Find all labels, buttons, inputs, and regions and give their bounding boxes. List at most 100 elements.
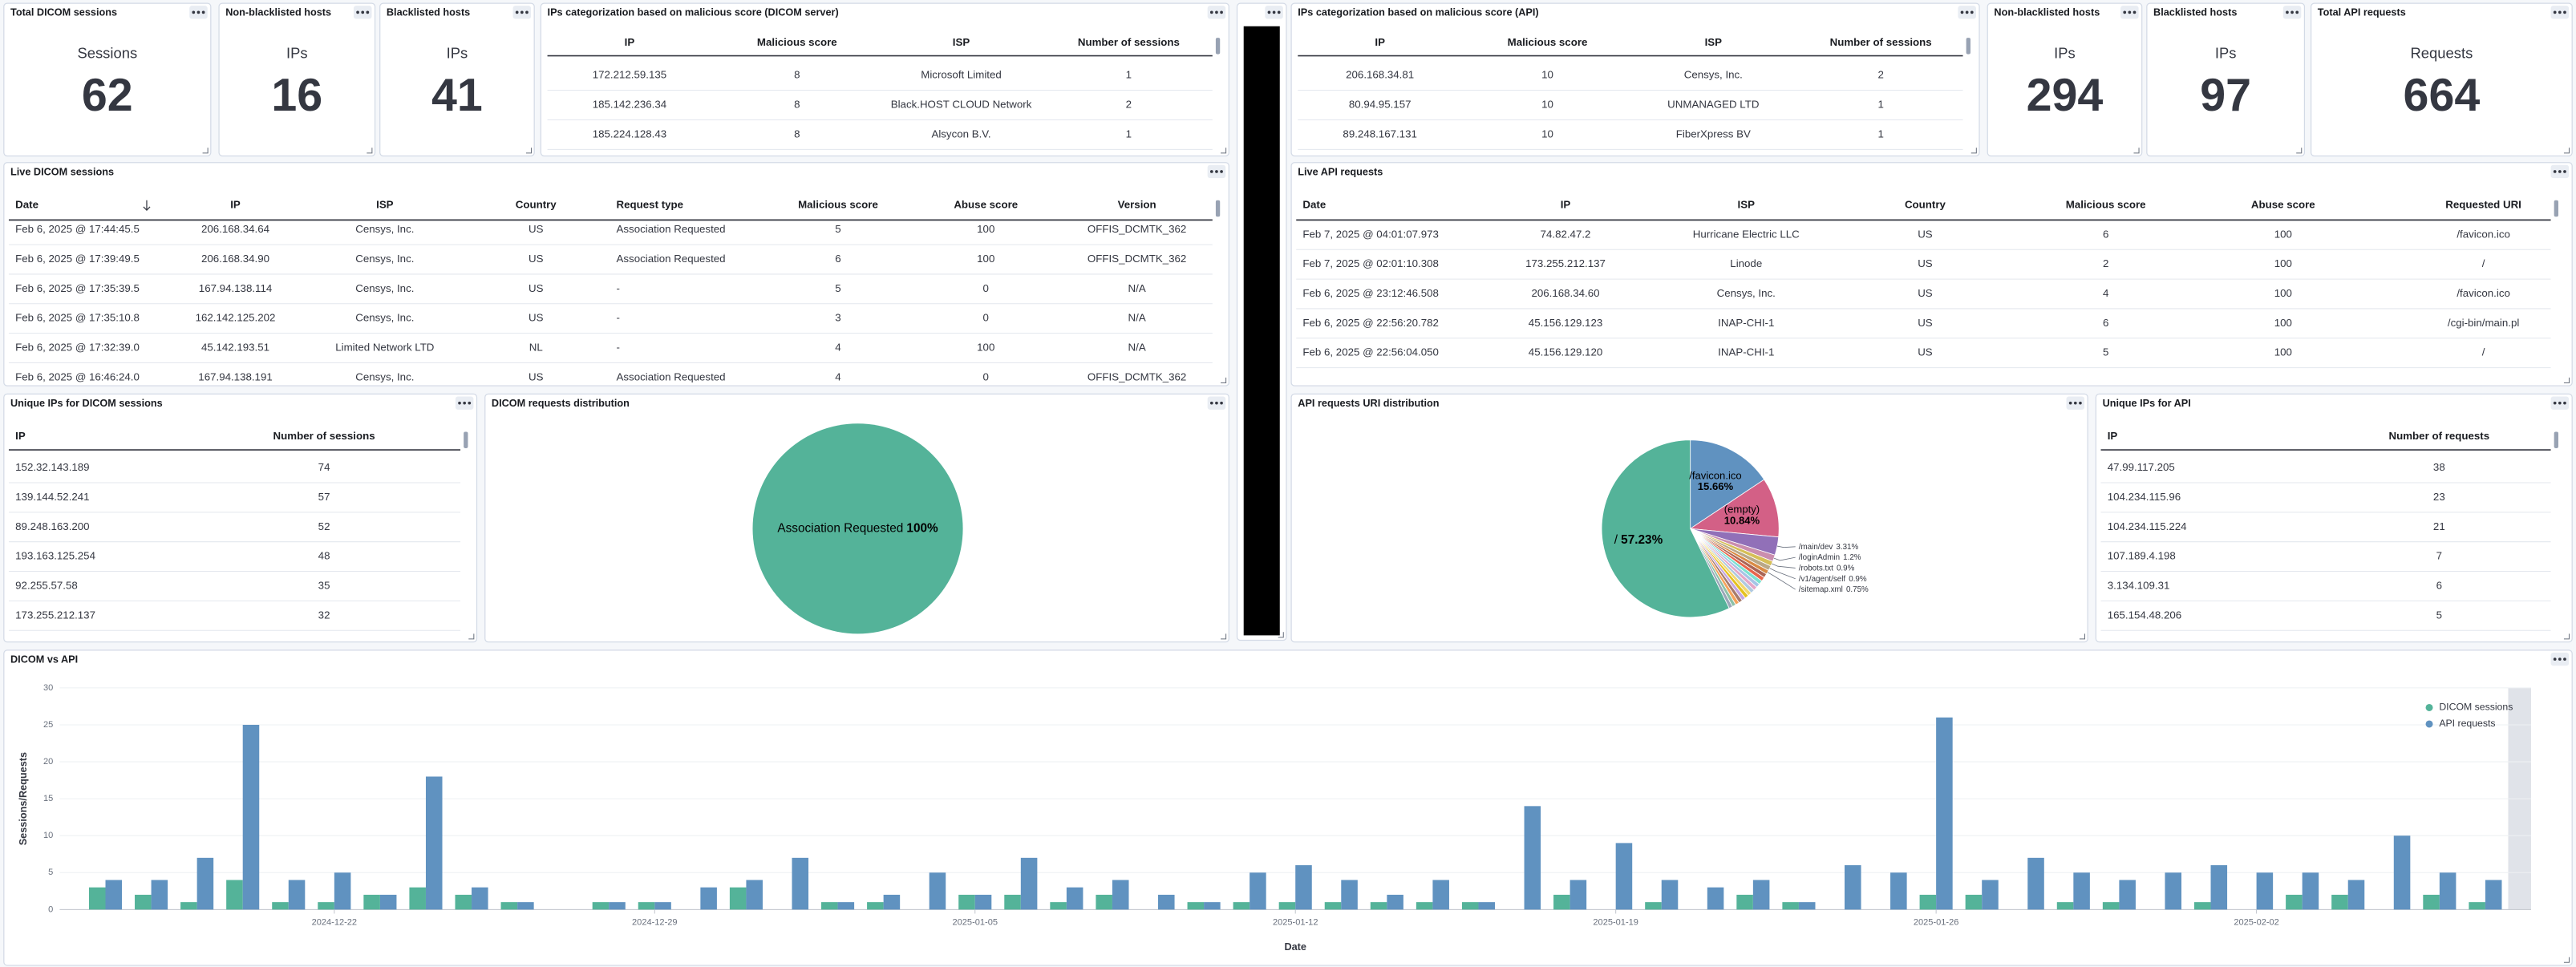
table-cell: 100 [977, 253, 994, 265]
scrollbar[interactable] [464, 431, 468, 448]
panel: IPs categorization based on malicious sc… [1290, 2, 1980, 157]
scrollbar[interactable] [2554, 200, 2558, 217]
panel-menu[interactable] [1958, 6, 1976, 19]
panel: Live API requests Date IP ISP Country Malicio… [1290, 162, 2573, 386]
panel-menu[interactable] [2550, 164, 2570, 179]
table-cell: Black.HOST CLOUD Network [891, 99, 1032, 111]
column-header: Malicious score [757, 36, 837, 48]
table-cell: 10 [1541, 69, 1553, 81]
panel-menu[interactable] [1265, 6, 1283, 19]
bar [226, 880, 243, 910]
bar [1965, 894, 1983, 910]
table-cell: Censys, Inc. [1717, 287, 1776, 299]
table-cell: 1 [1126, 69, 1132, 81]
x-tick-label: 2024-12-29 [632, 918, 678, 928]
table-cell: 4 [835, 370, 840, 382]
table-cell: 5 [835, 223, 840, 235]
table-cell: 4 [2103, 287, 2108, 299]
bar [2347, 880, 2365, 910]
panel-menu[interactable] [2550, 6, 2570, 19]
legend-item[interactable]: API requests [2425, 718, 2496, 729]
x-tick-label: 2025-01-26 [1914, 918, 1959, 928]
table-cell: 92.255.57.58 [15, 579, 78, 591]
panel-menu[interactable] [2066, 396, 2085, 410]
bar [1890, 872, 1907, 910]
menu-dot [356, 10, 359, 14]
table-cell: 5 [835, 282, 840, 294]
bar [105, 880, 123, 910]
table-cell: 167.94.138.191 [198, 370, 272, 382]
bar [196, 857, 214, 910]
column-header: Malicious score [1508, 36, 1588, 48]
x-tick-label: 2025-01-05 [952, 918, 998, 928]
table-cell: Feb 6, 2025 @ 17:39:49.5 [15, 253, 140, 265]
bar [500, 902, 518, 910]
legend-item[interactable]: DICOM sessions [2425, 702, 2513, 713]
pie-slice [1601, 439, 1730, 618]
scrollbar[interactable] [1215, 200, 1221, 217]
table-cell: Censys, Inc. [355, 253, 414, 265]
panel: Live DICOM sessions Date IP ISP Country Reque… [3, 162, 1229, 386]
table-cell: 74 [318, 461, 330, 473]
resize-handle [1221, 633, 1227, 640]
table-cell: 2 [2103, 257, 2108, 269]
table-cell: US [1918, 287, 1933, 299]
panel-menu[interactable] [1207, 164, 1226, 179]
table-body: 47.99.117.205 38 104.234.115.96 23 104.234.1… [2100, 461, 2551, 631]
panel-frame [1290, 162, 2573, 386]
table-cell: 165.154.48.206 [2108, 609, 2181, 621]
table-cell: US [529, 223, 544, 235]
bar [1919, 894, 1937, 910]
panel-title: IPs categorization based on malicious sc… [1298, 7, 1538, 18]
menu-dot [201, 10, 205, 14]
table-cell: US [1918, 228, 1933, 240]
panel-menu[interactable] [189, 6, 208, 19]
table-cell: 206.168.34.64 [201, 223, 269, 235]
table-cell: N/A [1128, 342, 1146, 354]
pie-label: (empty) 10.84% [1724, 504, 1760, 527]
panel-menu[interactable] [2550, 396, 2570, 410]
panel-menu[interactable] [512, 6, 532, 19]
panel-menu[interactable] [455, 396, 474, 410]
table-cell: 74.82.47.2 [1541, 228, 1591, 240]
table-cell: Censys, Inc. [355, 312, 414, 324]
scrollbar[interactable] [1966, 38, 1970, 55]
panel: Blacklisted hosts IPs 97 [2146, 2, 2306, 157]
table-cell: 8 [794, 99, 800, 111]
panel-menu[interactable] [1207, 396, 1226, 410]
table-cell: 173.255.212.137 [15, 609, 95, 621]
panel-menu[interactable] [1207, 6, 1226, 19]
bar [1569, 880, 1587, 910]
table-cell: 45.156.129.120 [1529, 346, 1602, 358]
metric-label: IPs [2215, 44, 2237, 61]
scrollbar[interactable] [2554, 431, 2558, 448]
bar [2102, 902, 2120, 910]
scrollbar[interactable] [1215, 38, 1221, 55]
bar [2423, 894, 2440, 910]
pie-label-category: (empty) [1724, 504, 1760, 516]
resize-handle [1970, 148, 1977, 154]
bar [1782, 902, 1799, 910]
table-cell: Alsycon B.V. [931, 127, 990, 140]
panel-menu[interactable] [2120, 6, 2139, 19]
table-cell: /favicon.ico [2457, 228, 2510, 240]
metric-value: 62 [82, 70, 133, 121]
pie-label: /57.23% [1614, 533, 1663, 547]
metric-value: 41 [431, 70, 483, 121]
column-header: Malicious score [2066, 198, 2146, 210]
panel-menu[interactable] [2550, 652, 2570, 666]
panel-menu[interactable] [353, 6, 372, 19]
leader-line [1776, 545, 1796, 548]
panel: Non-blacklisted hosts IPs 16 [218, 2, 376, 157]
pie-label-value: 3.31% [1836, 542, 1858, 551]
table-cell: Hurricane Electric LLC [1693, 228, 1800, 240]
table-cell: US [1918, 257, 1933, 269]
bar [1416, 902, 1433, 910]
panel: DICOM requests distribution Association R… [484, 393, 1229, 643]
column-header: Country [516, 198, 557, 210]
panel-menu[interactable] [2282, 6, 2302, 19]
table-cell: 167.94.138.114 [199, 282, 272, 294]
panel-title: IPs categorization based on malicious sc… [548, 7, 839, 18]
column-header: ISP [953, 36, 970, 48]
bar [1615, 843, 1633, 910]
